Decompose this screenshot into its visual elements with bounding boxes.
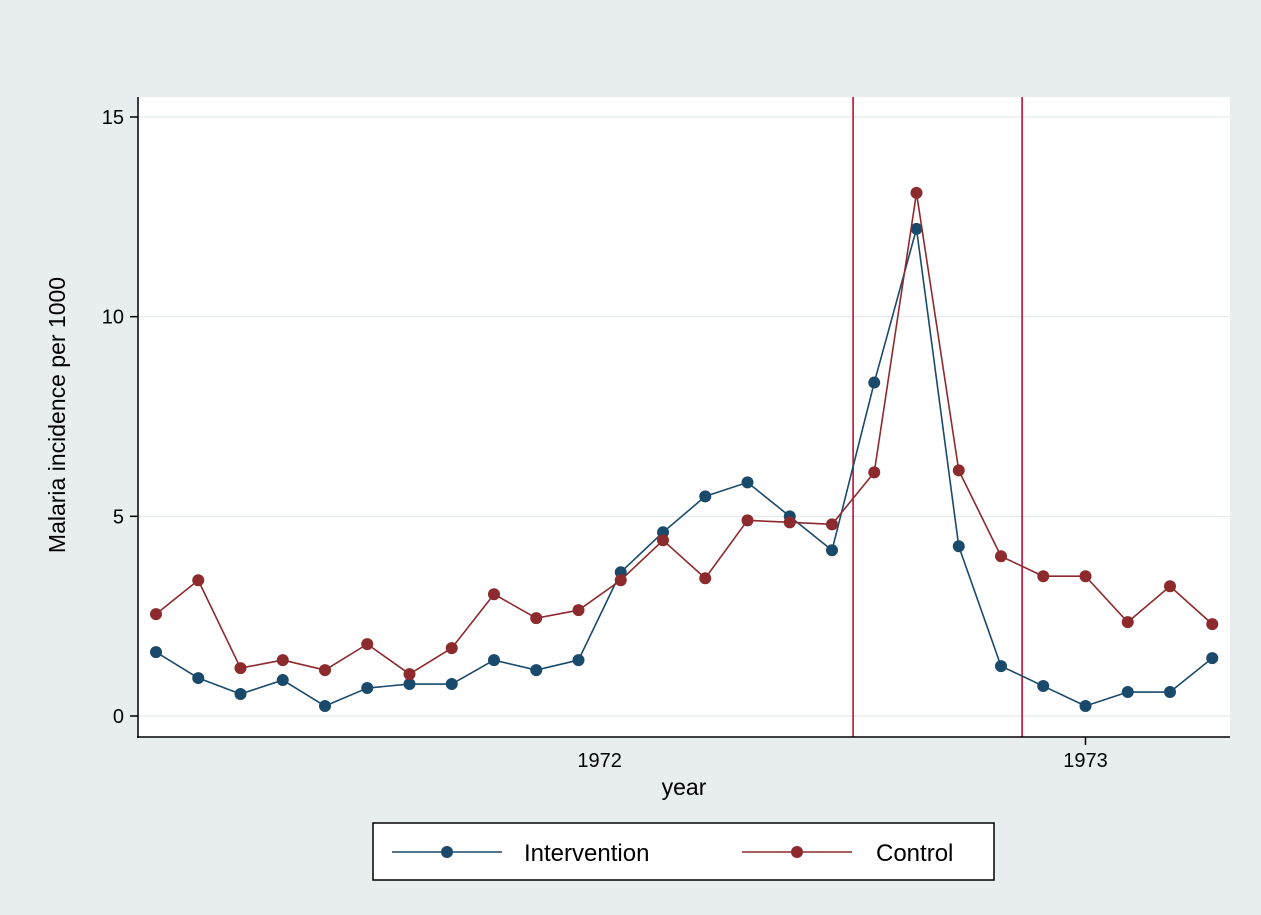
series (150, 186, 1219, 713)
point-control-13 (699, 572, 712, 585)
y-tick-label-5: 5 (113, 506, 124, 528)
point-intervention-10 (572, 654, 585, 667)
x-axis-title: year (662, 774, 707, 800)
point-control-1 (192, 574, 205, 587)
point-control-10 (572, 604, 585, 617)
point-control-14 (741, 514, 754, 527)
point-control-17 (868, 466, 881, 479)
series-line-control (155, 192, 1213, 675)
point-intervention-23 (1121, 686, 1134, 699)
reference-lines (852, 97, 1024, 737)
point-intervention-18 (910, 222, 923, 235)
x-ticks: 1972 1973 (577, 737, 1108, 772)
series-line-intervention (155, 228, 1213, 707)
point-control-12 (657, 534, 669, 547)
legend-label-control: Control (876, 840, 953, 867)
point-intervention-20 (995, 660, 1007, 673)
point-control-23 (1121, 616, 1134, 629)
legend-marker-intervention (441, 846, 453, 858)
x-tick-label-1973: 1973 (1063, 750, 1108, 772)
point-control-21 (1037, 570, 1050, 583)
point-intervention-13 (699, 490, 712, 503)
point-control-25 (1206, 618, 1219, 631)
axes (137, 97, 1230, 738)
y-tick-label-15: 15 (102, 107, 124, 129)
point-intervention-25 (1206, 652, 1219, 665)
point-control-7 (445, 642, 458, 655)
point-intervention-0 (150, 646, 162, 659)
y-tick-label-10: 10 (102, 307, 124, 329)
gridlines (138, 116, 1230, 717)
point-intervention-7 (445, 678, 458, 691)
point-intervention-14 (741, 476, 754, 489)
point-control-20 (995, 550, 1007, 563)
point-intervention-19 (952, 540, 965, 553)
plot-area (138, 97, 1230, 737)
point-control-15 (783, 516, 796, 529)
x-tick-label-1972: 1972 (577, 750, 622, 772)
legend-label-intervention: Intervention (524, 840, 649, 867)
point-intervention-9 (530, 664, 543, 677)
point-intervention-17 (868, 376, 881, 389)
point-intervention-22 (1079, 700, 1092, 713)
point-control-9 (530, 612, 543, 625)
point-control-22 (1079, 570, 1092, 583)
point-control-8 (488, 588, 500, 601)
point-intervention-21 (1037, 680, 1050, 693)
y-axis-title: Malaria incidence per 1000 (44, 277, 70, 553)
point-control-0 (150, 608, 162, 621)
point-intervention-4 (319, 700, 331, 713)
point-control-16 (826, 518, 838, 531)
point-intervention-1 (192, 672, 205, 685)
point-control-4 (319, 664, 331, 677)
legend-marker-control (791, 846, 803, 858)
y-ticks: 0 5 10 15 (102, 107, 138, 728)
y-tick-label-0: 0 (113, 706, 124, 728)
point-control-24 (1164, 580, 1176, 593)
point-control-2 (234, 662, 247, 675)
point-control-19 (952, 464, 965, 477)
point-intervention-2 (234, 688, 247, 701)
point-intervention-3 (276, 674, 289, 687)
point-intervention-5 (361, 682, 374, 695)
point-control-6 (403, 668, 416, 681)
point-control-18 (910, 186, 923, 199)
point-intervention-8 (488, 654, 500, 667)
point-intervention-6 (403, 678, 416, 691)
point-control-5 (361, 638, 374, 651)
point-intervention-24 (1164, 686, 1176, 699)
point-control-11 (614, 574, 627, 587)
legend: Intervention Control (372, 822, 995, 881)
point-intervention-16 (826, 544, 838, 557)
point-control-3 (276, 654, 289, 667)
